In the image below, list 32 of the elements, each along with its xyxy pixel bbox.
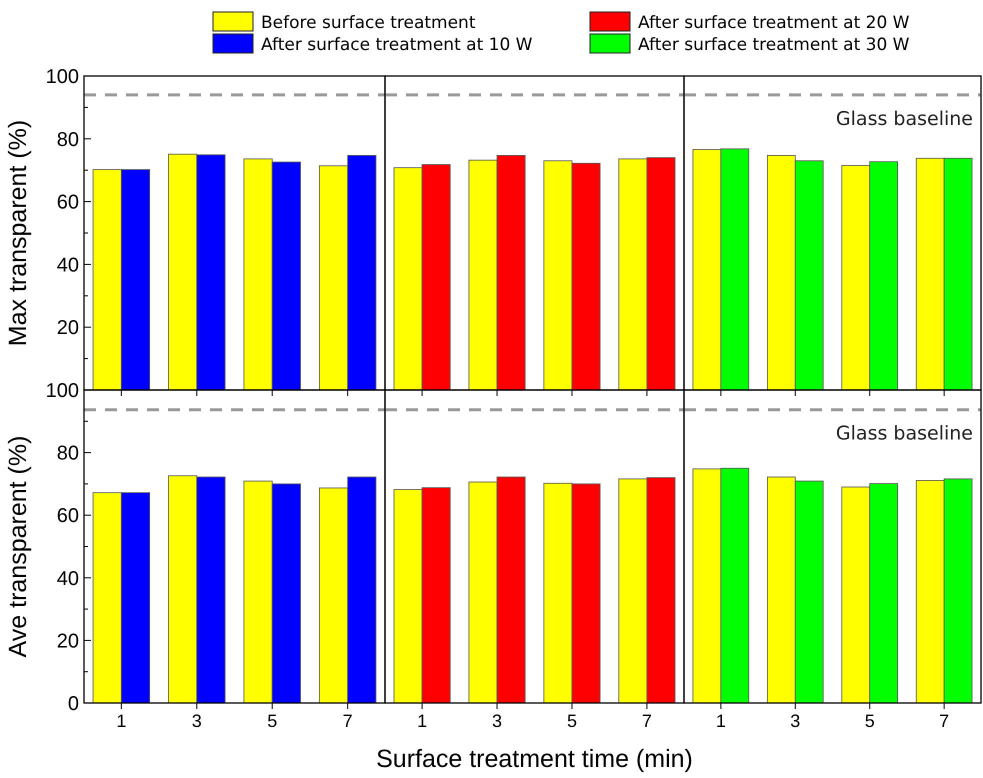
x-tick-label: 5 <box>864 711 875 731</box>
x-tick-label: 5 <box>566 711 577 731</box>
x-tick-label: 7 <box>342 711 353 731</box>
x-tick-label: 3 <box>192 711 202 731</box>
legend-label: After surface treatment at 30 W <box>638 34 910 55</box>
y-tick-label: 60 <box>56 192 79 214</box>
legend-label: Before surface treatment <box>261 12 476 33</box>
y-tick-label: 40 <box>56 568 79 590</box>
y-tick-label: 20 <box>56 317 79 340</box>
ref-line-label: Glass baseline <box>836 422 973 445</box>
y-axis-title: Ave transparent (%) <box>4 436 32 658</box>
y-tick-label: 80 <box>56 128 79 151</box>
x-tick-label: 3 <box>790 711 800 731</box>
ref-line-label: Glass baseline <box>836 108 973 130</box>
y-axis-title: Max transparent (%) <box>4 120 32 346</box>
x-tick-label: 3 <box>492 711 502 731</box>
x-tick-label: 5 <box>267 711 278 731</box>
y-tick-label: 20 <box>56 630 79 652</box>
legend-label: After surface treatment at 10 W <box>261 34 533 55</box>
x-tick-label: 1 <box>716 711 726 731</box>
y-tick-label: 60 <box>56 505 79 528</box>
y-tick-label: 80 <box>56 442 79 465</box>
y-tick-label: 100 <box>46 380 79 402</box>
x-axis-title: Surface treatment time (min) <box>376 745 693 773</box>
y-tick-label: 100 <box>46 66 79 88</box>
y-tick-label: 0 <box>68 693 79 715</box>
x-tick-label: 7 <box>642 711 652 731</box>
x-tick-label: 7 <box>939 711 950 731</box>
x-tick-label: 1 <box>417 711 428 731</box>
legend-label: After surface treatment at 20 W <box>638 12 910 33</box>
x-tick-label: 1 <box>116 711 126 731</box>
y-tick-label: 40 <box>56 254 79 276</box>
